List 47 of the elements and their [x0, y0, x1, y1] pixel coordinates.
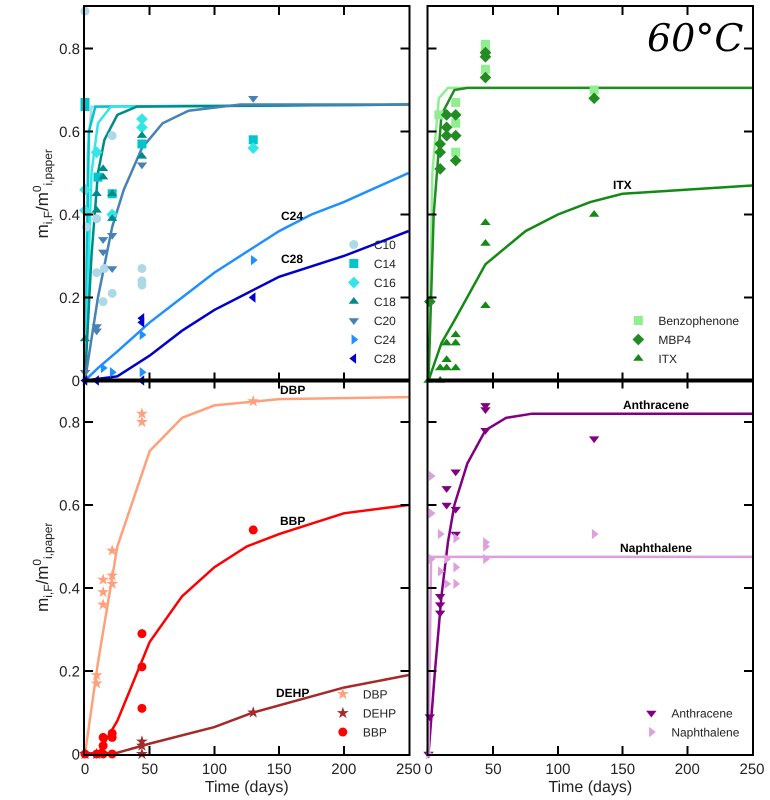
- legend-label: BBP: [362, 726, 387, 740]
- x-tick-label: 150: [266, 761, 292, 778]
- x-tick-label: 200: [331, 761, 356, 778]
- x-tick-label: 200: [674, 761, 700, 778]
- annotation: ITX: [613, 178, 632, 192]
- legend-label: Anthracene: [671, 706, 734, 721]
- annotation: Naphthalene: [620, 541, 692, 555]
- legend-label: C16: [374, 276, 396, 290]
- legend-label: Benzophenone: [658, 314, 740, 328]
- legend-label: C18: [374, 295, 396, 310]
- x-tick-label: 0: [424, 761, 433, 778]
- y-tick-label: 0.8: [59, 414, 80, 432]
- y-tick-label: 0.2: [59, 290, 80, 307]
- x-tick-label: 150: [610, 761, 636, 778]
- y-tick-label: 0.4: [59, 580, 80, 598]
- annotation: C24: [281, 209, 304, 223]
- legend-label: C20: [374, 314, 396, 328]
- x-axis-title: Time (days): [204, 779, 289, 796]
- y-tick-label: 0.2: [59, 663, 80, 680]
- annotation: Anthracene: [623, 398, 690, 412]
- y-tick-label: 0.8: [59, 40, 80, 58]
- legend-label: Naphthalene: [671, 726, 740, 740]
- y-tick-label: 0.4: [59, 206, 80, 224]
- legend-label: DEHP: [362, 706, 396, 721]
- y-tick-label: 0: [72, 372, 80, 390]
- y-tick-label: 0: [72, 746, 80, 764]
- annotation: DBP: [280, 383, 306, 397]
- legend-label: C14: [374, 257, 396, 272]
- y-tick-label: 0.6: [59, 124, 80, 141]
- annotation: 60°C: [647, 16, 744, 60]
- annotation: C28: [281, 252, 304, 266]
- x-tick-label: 50: [484, 761, 502, 778]
- x-tick-label: 100: [202, 761, 227, 778]
- annotation: DEHP: [276, 686, 310, 700]
- x-tick-label: 100: [545, 761, 570, 778]
- x-tick-label: 250: [739, 761, 765, 778]
- x-tick-label: 50: [141, 761, 158, 778]
- legend-label: MBP4: [658, 333, 692, 348]
- legend-label: ITX: [658, 352, 677, 366]
- x-axis-title: Time (days): [548, 779, 632, 796]
- y-tick-label: 0.6: [59, 497, 80, 514]
- x-tick-label: 250: [396, 761, 422, 778]
- legend-label: C10: [374, 238, 396, 252]
- legend-label: DBP: [362, 688, 388, 702]
- legend-label: C24: [374, 333, 396, 348]
- legend-label: C28: [374, 352, 396, 366]
- annotation: BBP: [280, 514, 306, 528]
